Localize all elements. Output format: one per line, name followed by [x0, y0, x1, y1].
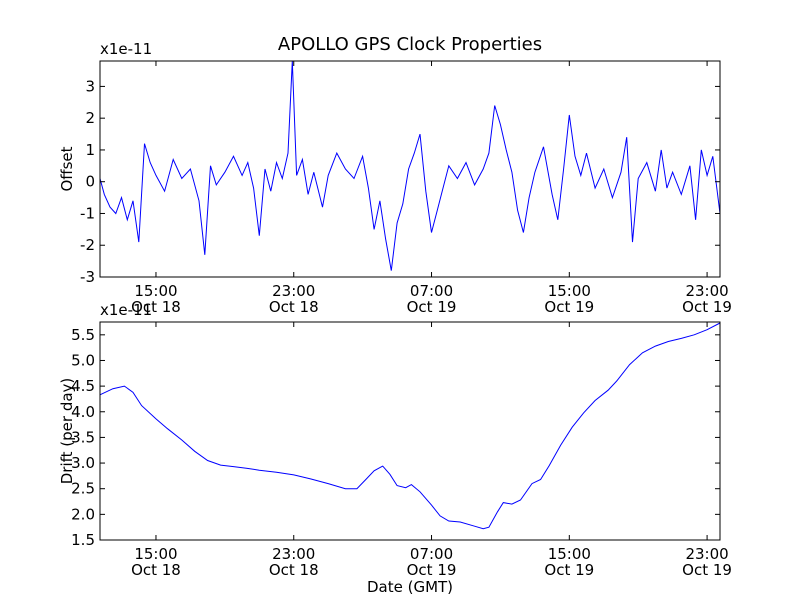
- offset-y-multiplier: x1e-11: [100, 40, 152, 58]
- drift-x-tick-date-label: Oct 19: [407, 561, 457, 579]
- offset-series-line: [100, 61, 720, 271]
- offset-x-tick-time-label: 23:00: [272, 282, 315, 300]
- drift-y-axis-label: Drift (per day): [58, 378, 76, 485]
- drift-y-tick-label: 5.0: [71, 351, 95, 369]
- offset-x-tick-date-label: Oct 18: [131, 298, 181, 316]
- drift-y-tick-label: 5.5: [71, 326, 95, 344]
- offset-y-tick-label: 0: [85, 173, 95, 191]
- drift-x-tick-time-label: 23:00: [685, 545, 728, 563]
- drift-y-tick-label: 4.0: [71, 403, 95, 421]
- offset-y-axis-label: Offset: [58, 146, 76, 191]
- drift-y-tick-label: 2.0: [71, 505, 95, 523]
- offset-x-tick-time-label: 23:00: [685, 282, 728, 300]
- offset-x-tick-time-label: 15:00: [548, 282, 591, 300]
- drift-y-multiplier: x1e-11: [100, 301, 152, 319]
- offset-y-tick-label: 2: [85, 109, 95, 127]
- drift-y-tick-label: 2.5: [71, 480, 95, 498]
- drift-x-tick-date-label: Oct 18: [131, 561, 181, 579]
- drift-x-tick-date-label: Oct 19: [682, 561, 732, 579]
- drift-y-tick-label: 4.5: [71, 377, 95, 395]
- drift-y-tick-label: 1.5: [71, 531, 95, 549]
- offset-y-tick-label: -3: [80, 268, 95, 286]
- offset-x-tick-time-label: 07:00: [410, 282, 453, 300]
- drift-x-axis-label: Date (GMT): [367, 578, 453, 596]
- drift-plot-frame: [99, 321, 721, 541]
- drift-series-line: [100, 322, 720, 530]
- drift-x-tick-time-label: 07:00: [410, 545, 453, 563]
- offset-y-tick-label: 3: [85, 77, 95, 95]
- offset-x-tick-date-label: Oct 19: [544, 298, 594, 316]
- offset-x-tick-date-label: Oct 18: [269, 298, 319, 316]
- drift-y-tick-label: 3.0: [71, 454, 95, 472]
- offset-x-tick-date-label: Oct 19: [682, 298, 732, 316]
- offset-y-tick-label: 1: [85, 141, 95, 159]
- offset-y-tick-label: -2: [80, 236, 95, 254]
- offset-x-tick-time-label: 15:00: [134, 282, 177, 300]
- offset-x-tick-date-label: Oct 19: [407, 298, 457, 316]
- drift-x-tick-date-label: Oct 18: [269, 561, 319, 579]
- offset-y-tick-label: -1: [80, 204, 95, 222]
- drift-x-tick-time-label: 15:00: [134, 545, 177, 563]
- drift-x-tick-time-label: 23:00: [272, 545, 315, 563]
- offset-plot-frame: [99, 60, 721, 278]
- drift-y-tick-label: 3.5: [71, 428, 95, 446]
- drift-x-tick-date-label: Oct 19: [544, 561, 594, 579]
- drift-x-tick-time-label: 15:00: [548, 545, 591, 563]
- chart-title: APOLLO GPS Clock Properties: [278, 34, 542, 55]
